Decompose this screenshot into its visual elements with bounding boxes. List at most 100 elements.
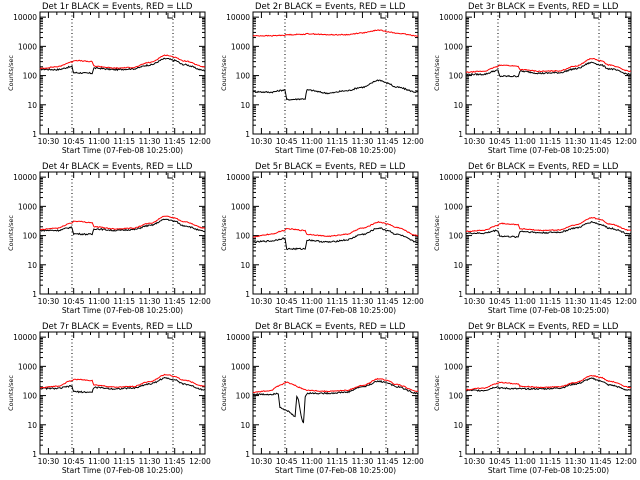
x-tick-label: 11:15 [113, 457, 135, 466]
x-tick-label: 12:00 [615, 137, 637, 146]
x-tick-label: 11:30 [139, 137, 161, 146]
y-tick-label: 10000 [226, 13, 250, 22]
x-tick-label: 11:15 [326, 457, 348, 466]
y-axis-label: Counts/sec [7, 215, 15, 251]
plot-frame [465, 331, 632, 455]
detector-panel: Det 6r BLACK = Events, RED = LLD 1 10 100 10… [433, 162, 637, 315]
y-tick-label: 1000 [444, 362, 463, 371]
x-tick-label: 11:15 [113, 137, 135, 146]
x-tick-label: 11:30 [352, 457, 374, 466]
x-tick-label: 11:00 [514, 297, 536, 306]
x-tick-label: 10:45 [489, 137, 511, 146]
x-axis-label: Start Time (07-Feb-08 10:25:00) [488, 306, 609, 315]
x-tick-label: 12:00 [615, 297, 637, 306]
marker-bracket [593, 13, 599, 19]
y-tick-label: 1000 [231, 362, 250, 371]
y-tick-label: 100 [23, 392, 38, 401]
x-tick-label: 11:30 [352, 297, 374, 306]
y-axis-label: Counts/sec [433, 375, 441, 411]
y-tick-label: 1 [245, 290, 250, 299]
x-tick-label: 10:30 [464, 457, 486, 466]
x-tick-label: 11:00 [301, 297, 323, 306]
x-tick-label: 10:45 [276, 137, 298, 146]
y-axis-label: Counts/sec [220, 55, 228, 91]
x-tick-label: 11:45 [590, 457, 612, 466]
y-tick-label: 10 [453, 261, 463, 270]
x-axis-label: Start Time (07-Feb-08 10:25:00) [488, 146, 609, 155]
x-tick-label: 12:00 [402, 137, 424, 146]
plot-frame [252, 171, 419, 295]
y-tick-label: 1 [245, 130, 250, 139]
y-tick-label: 100 [23, 232, 38, 241]
panel-title: Det 3r BLACK = Events, RED = LLD [468, 2, 619, 12]
detector-panel: Det 2r BLACK = Events, RED = LLD 1 10 100 10… [220, 2, 424, 155]
y-tick-label: 10000 [226, 333, 250, 342]
y-tick-label: 1 [32, 450, 37, 459]
y-tick-label: 100 [449, 72, 464, 81]
x-tick-label: 12:00 [189, 297, 211, 306]
x-tick-label: 10:30 [38, 137, 60, 146]
x-tick-label: 10:30 [251, 297, 273, 306]
x-tick-label: 10:30 [38, 457, 60, 466]
x-tick-label: 11:00 [88, 457, 110, 466]
y-tick-label: 10 [453, 101, 463, 110]
x-tick-label: 10:30 [251, 457, 273, 466]
x-tick-label: 11:30 [139, 457, 161, 466]
x-tick-label: 11:45 [377, 297, 399, 306]
x-tick-label: 11:00 [514, 457, 536, 466]
plot-frame [39, 171, 206, 295]
y-tick-label: 10 [453, 421, 463, 430]
detector-panel: Det 5r BLACK = Events, RED = LLD 1 10 100 10… [220, 162, 424, 315]
plot-frame [39, 331, 206, 455]
plot-frame [465, 171, 632, 295]
events-trace [465, 221, 632, 239]
x-tick-label: 11:45 [164, 297, 186, 306]
marker-bracket [167, 173, 173, 179]
x-tick-label: 10:45 [63, 137, 85, 146]
events-trace [465, 61, 632, 78]
x-tick-label: 11:00 [301, 457, 323, 466]
y-tick-label: 1 [32, 290, 37, 299]
y-axis-label: Counts/sec [220, 215, 228, 251]
events-trace [252, 379, 419, 424]
x-tick-label: 11:45 [377, 137, 399, 146]
y-tick-label: 1000 [444, 42, 463, 51]
x-tick-label: 11:45 [164, 457, 186, 466]
x-tick-label: 12:00 [189, 137, 211, 146]
panel-title: Det 7r BLACK = Events, RED = LLD [42, 322, 193, 332]
detector-panel: Det 3r BLACK = Events, RED = LLD 1 10 100 10… [433, 2, 637, 155]
x-tick-label: 11:45 [377, 457, 399, 466]
x-tick-label: 11:15 [539, 137, 561, 146]
events-trace [39, 376, 205, 394]
detector-panel: Det 9r BLACK = Events, RED = LLD 1 10 100 10… [433, 322, 637, 475]
x-tick-label: 11:45 [164, 137, 186, 146]
marker-bracket [167, 13, 173, 19]
y-tick-label: 1000 [18, 42, 37, 51]
y-tick-label: 10 [240, 101, 250, 110]
y-tick-label: 1000 [444, 202, 463, 211]
detector-panel: Det 1r BLACK = Events, RED = LLD 1 10 100 10… [7, 2, 211, 155]
y-tick-label: 1000 [231, 202, 250, 211]
y-tick-label: 10000 [439, 173, 463, 182]
y-tick-label: 1000 [231, 42, 250, 51]
x-tick-label: 10:45 [489, 457, 511, 466]
x-tick-label: 10:45 [276, 297, 298, 306]
x-tick-label: 10:30 [464, 137, 486, 146]
detector-panel: Det 7r BLACK = Events, RED = LLD 1 10 100 10… [7, 322, 211, 475]
detector-panel: Det 4r BLACK = Events, RED = LLD 1 10 100 10… [7, 162, 211, 315]
x-tick-label: 11:15 [539, 457, 561, 466]
x-tick-label: 11:00 [88, 137, 110, 146]
y-tick-label: 1 [245, 450, 250, 459]
marker-bracket [380, 173, 386, 179]
x-tick-label: 11:15 [539, 297, 561, 306]
y-tick-label: 100 [236, 392, 251, 401]
x-axis-label: Start Time (07-Feb-08 10:25:00) [275, 466, 396, 475]
y-axis-label: Counts/sec [7, 375, 15, 411]
y-axis-label: Counts/sec [7, 55, 15, 91]
y-tick-label: 10 [27, 261, 37, 270]
events-trace [39, 57, 206, 75]
y-tick-label: 10000 [13, 333, 37, 342]
marker-bracket [380, 13, 386, 19]
panel-title: Det 4r BLACK = Events, RED = LLD [42, 162, 193, 172]
panel-title: Det 1r BLACK = Events, RED = LLD [42, 2, 193, 12]
